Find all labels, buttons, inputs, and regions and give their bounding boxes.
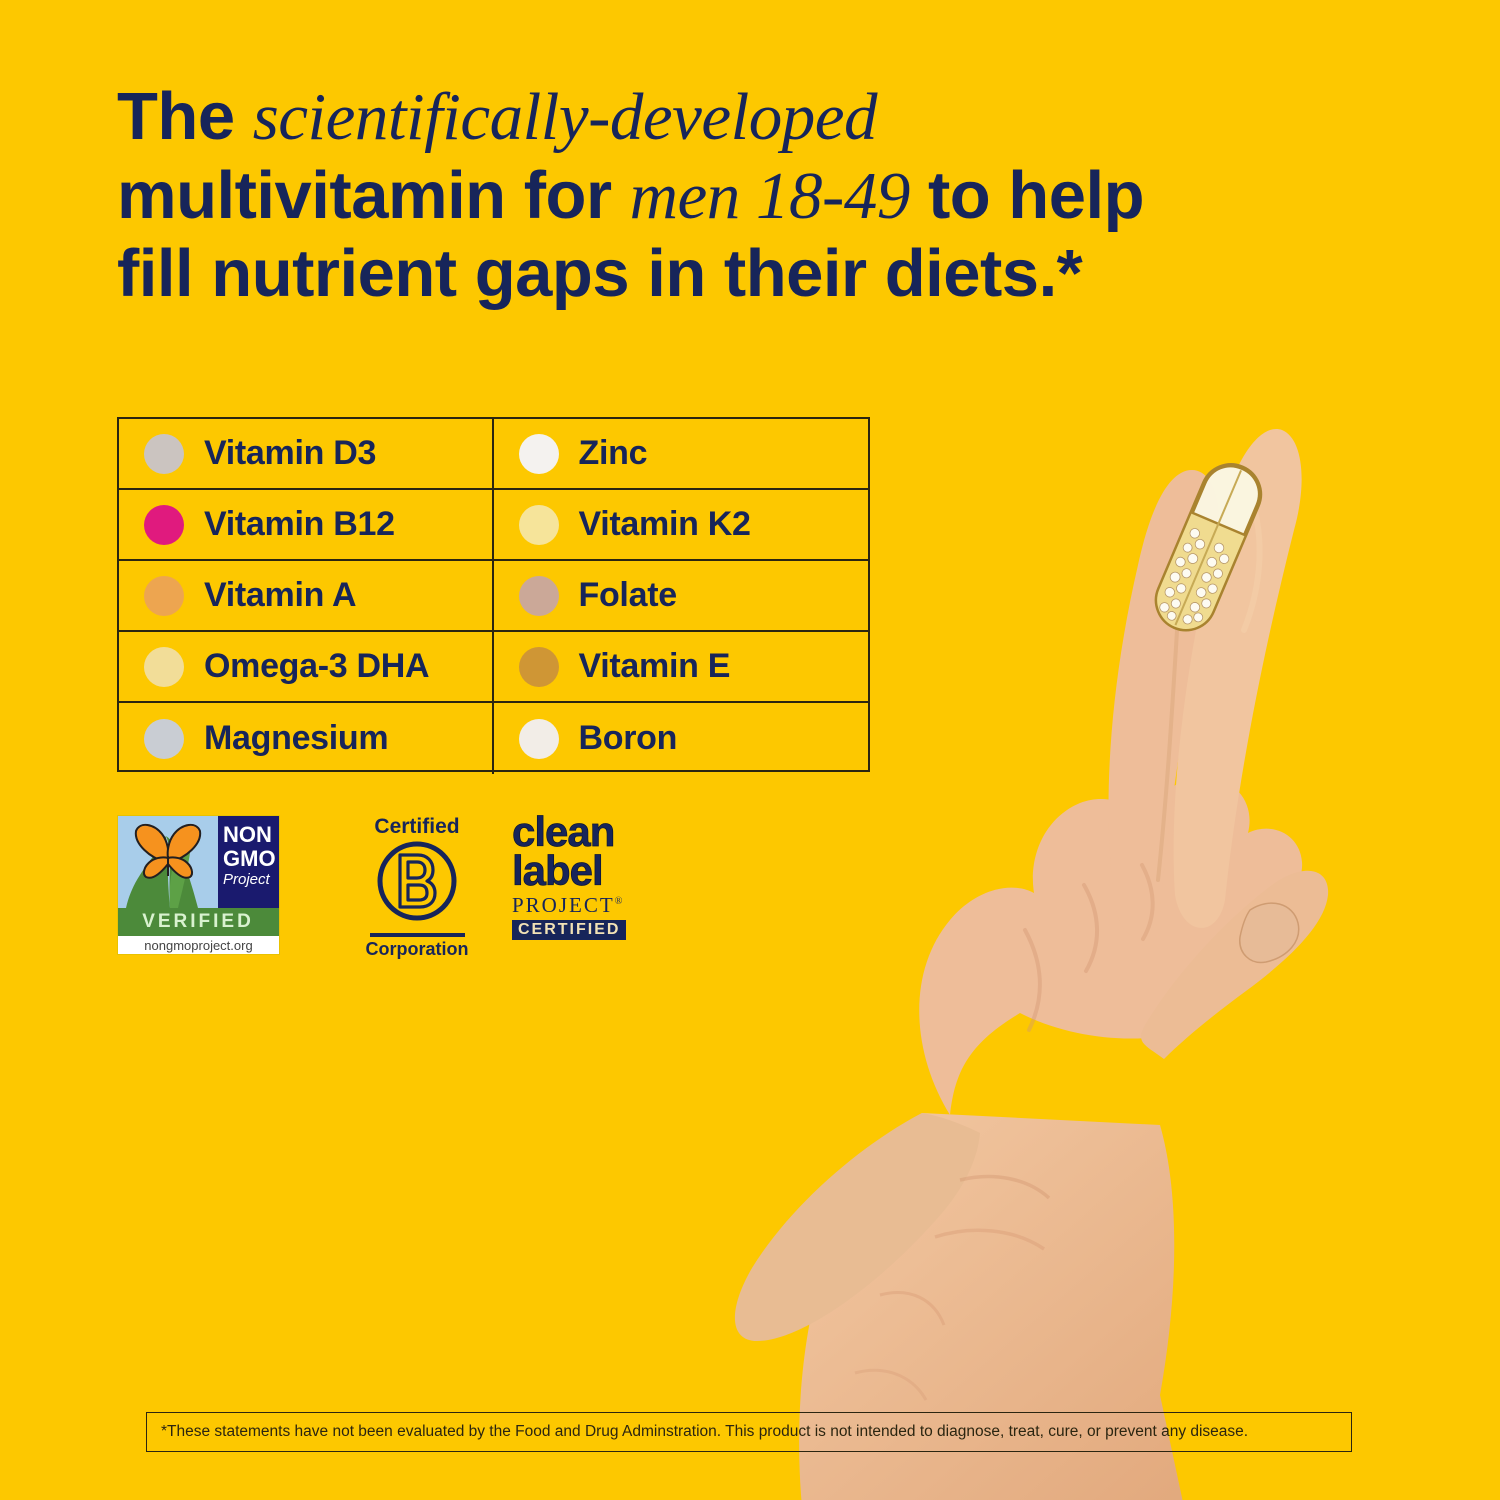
svg-text:GMO: GMO — [223, 846, 276, 871]
svg-text:Project: Project — [223, 871, 271, 888]
svg-text:VERIFIED: VERIFIED — [142, 911, 254, 932]
svg-text:NON: NON — [223, 822, 272, 847]
